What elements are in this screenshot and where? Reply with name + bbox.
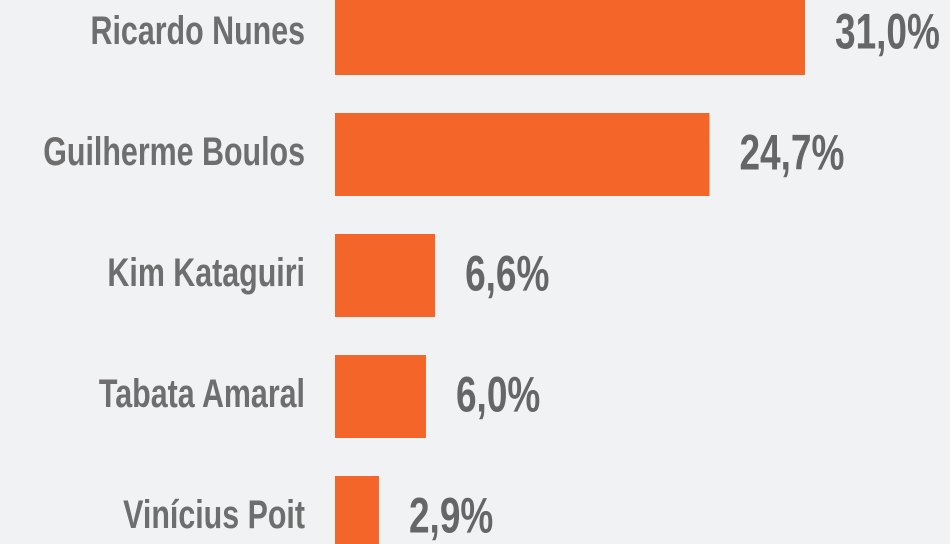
category-label: Guilherme Boulos <box>43 129 305 174</box>
bar <box>335 355 426 438</box>
bar <box>335 476 379 544</box>
value-label: 6,6% <box>465 246 549 302</box>
value-label: 31,0% <box>835 4 940 60</box>
value-label: 2,9% <box>409 488 493 544</box>
value-label: 24,7% <box>739 125 844 181</box>
category-label: Kim Kataguiri <box>107 250 305 295</box>
bar <box>335 0 805 75</box>
category-label: Tabata Amaral <box>99 371 305 416</box>
bar <box>335 113 710 196</box>
category-label: Vinícius Poit <box>123 492 305 537</box>
value-label: 6,0% <box>456 367 540 423</box>
bar <box>335 234 436 317</box>
category-label: Ricardo Nunes <box>91 8 305 53</box>
